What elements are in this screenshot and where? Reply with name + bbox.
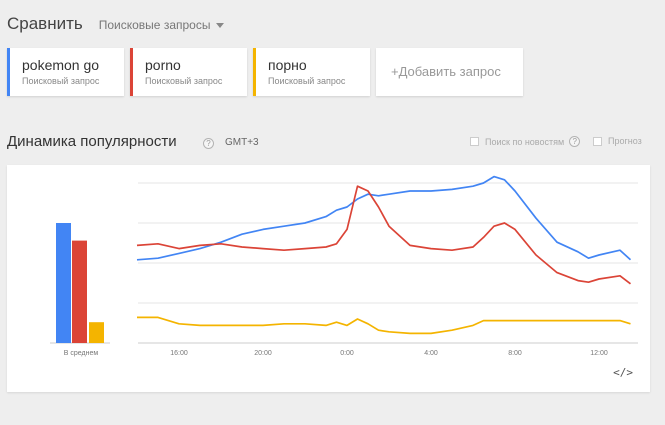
term-type: Поисковый запрос — [145, 76, 223, 86]
series-line-2 — [136, 185, 632, 285]
average-bar-3 — [89, 322, 104, 343]
page-title: Сравнить — [7, 14, 83, 33]
interest-chart: В среднем 16:00 20:00 0:00 4:00 8:00 12:00 — [50, 175, 638, 357]
series-line-3 — [137, 316, 631, 335]
dropdown-label: Поисковые запросы — [98, 18, 211, 32]
section-title: Динамика популярности — [7, 133, 177, 150]
x-tick-label: 12:00 — [590, 350, 608, 357]
term-name: pokemon go — [22, 57, 100, 73]
embed-code-button[interactable]: </> — [613, 366, 633, 379]
forecast-checkbox[interactable] — [593, 136, 602, 146]
news-label: Поиск по новостям — [485, 136, 565, 147]
series-line-1 — [136, 175, 632, 261]
x-tick-label: 8:00 — [508, 350, 522, 357]
search-terms: pokemon go Поисковый запрос porno Поиско… — [7, 48, 529, 96]
chart-panel: В среднем 16:00 20:00 0:00 4:00 8:00 12:00 </> — [7, 165, 650, 392]
term-card-1[interactable]: pokemon go Поисковый запрос — [7, 48, 124, 96]
news-search-option[interactable]: Поиск по новостям ? — [470, 136, 581, 147]
term-card-3[interactable]: порно Поисковый запрос — [253, 48, 370, 96]
average-label: В среднем — [64, 350, 99, 357]
term-card-2[interactable]: porno Поисковый запрос — [130, 48, 247, 96]
x-tick-label: 20:00 — [254, 350, 272, 357]
timezone-label: GMT+3 — [225, 137, 259, 148]
add-term-button[interactable]: +Добавить запрос — [376, 48, 523, 96]
help-icon[interactable]: ? — [203, 138, 214, 149]
term-type: Поисковый запрос — [22, 76, 100, 86]
search-type-dropdown[interactable]: Поисковые запросы — [99, 18, 225, 32]
news-checkbox[interactable] — [470, 137, 479, 146]
caret-down-icon — [216, 22, 225, 28]
forecast-option[interactable]: Прогноз — [593, 136, 642, 146]
forecast-label: Прогноз — [608, 136, 642, 146]
average-bar-2 — [72, 240, 87, 343]
average-bar-1 — [56, 223, 71, 343]
x-tick-label: 16:00 — [170, 350, 188, 357]
interest-section-header: Динамика популярности ? GMT+3 Поиск по н… — [7, 133, 649, 153]
help-icon[interactable]: ? — [569, 136, 581, 147]
term-name: порно — [268, 57, 307, 73]
term-name: porno — [145, 57, 181, 73]
term-type: Поисковый запрос — [268, 76, 346, 86]
x-tick-label: 0:00 — [340, 350, 354, 357]
compare-header: Сравнить Поисковые запросы — [7, 14, 225, 34]
x-tick-label: 4:00 — [424, 350, 438, 357]
